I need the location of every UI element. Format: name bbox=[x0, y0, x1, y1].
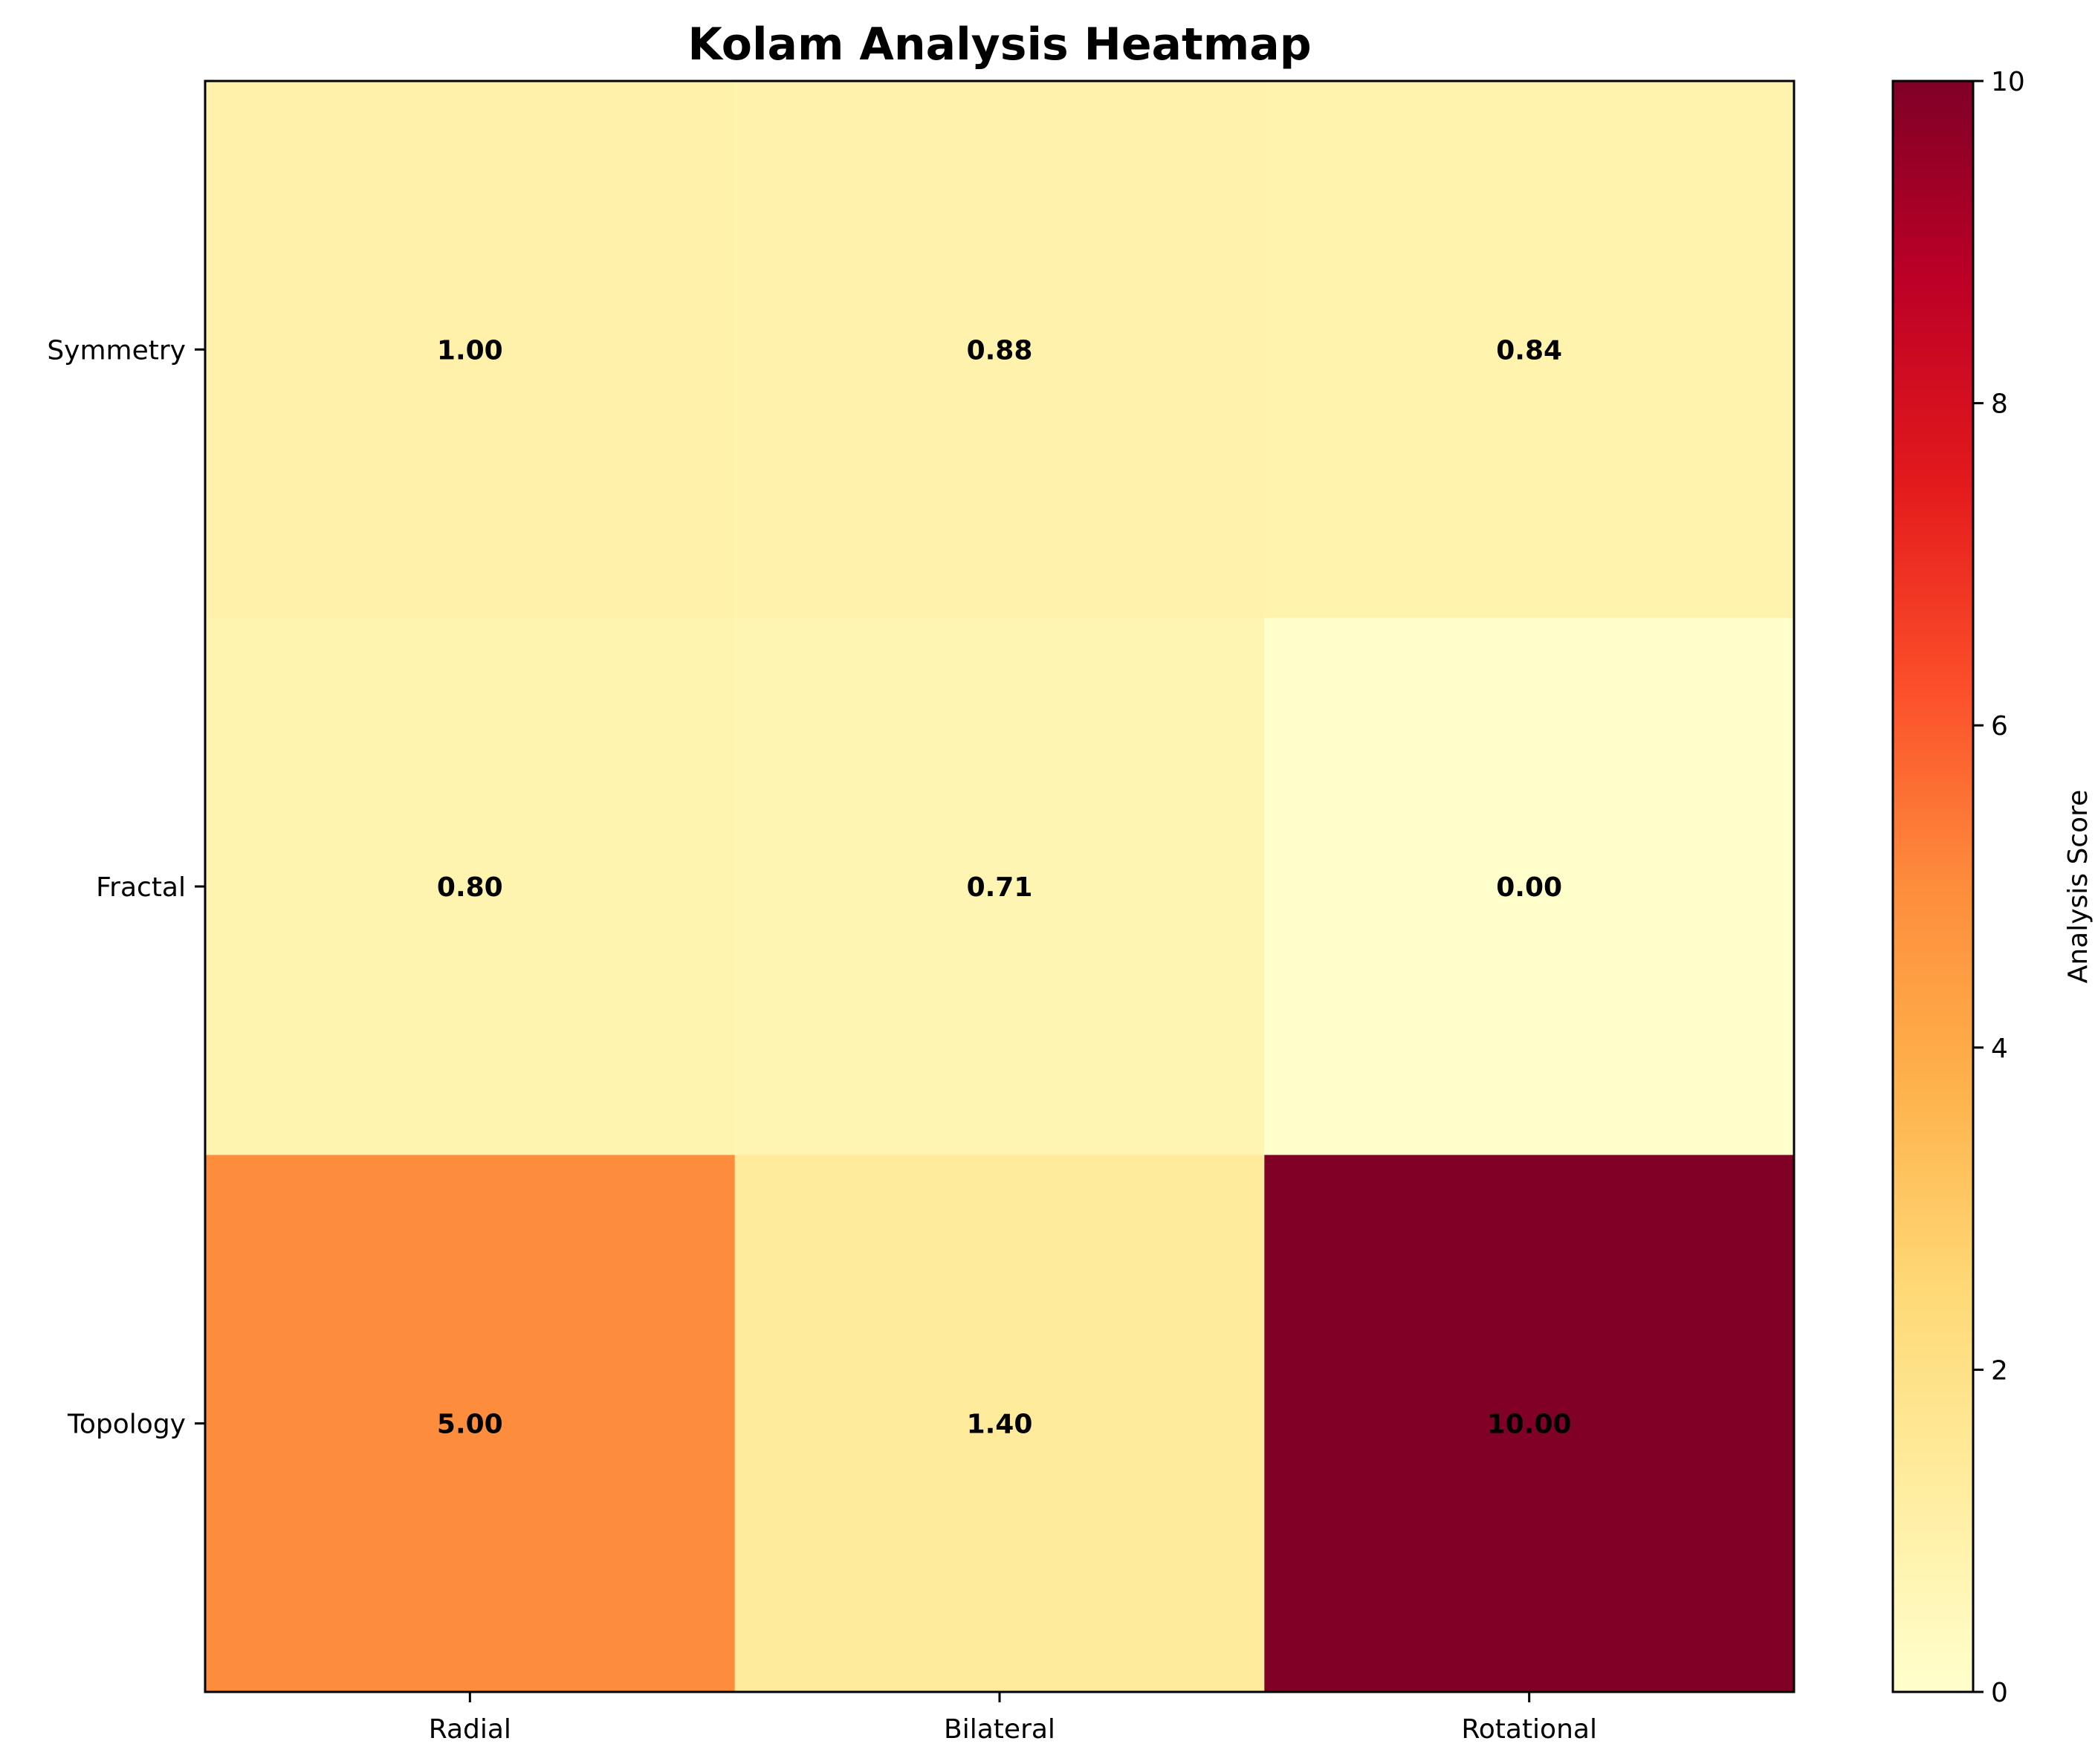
heatmap-cell bbox=[1264, 81, 1795, 619]
colorbar-tick-label: 4 bbox=[1991, 1034, 2008, 1064]
cell-value-label: 1.40 bbox=[967, 1410, 1033, 1440]
heatmap-cell bbox=[734, 617, 1265, 1155]
colorbar-tick-label: 8 bbox=[1991, 389, 2008, 420]
colorbar-frame bbox=[1891, 80, 1975, 1693]
heatmap-cell bbox=[1264, 1155, 1795, 1693]
heatmap-cell bbox=[205, 1155, 736, 1693]
colorbar-label: Analysis Score bbox=[2063, 790, 2094, 984]
cell-value-label: 10.00 bbox=[1487, 1410, 1572, 1440]
colorbar-ticks: 0 2 4 6 8 10 bbox=[1973, 67, 2025, 1708]
x-tick-label: Bilateral bbox=[944, 1714, 1055, 1745]
cell-value-label: 0.84 bbox=[1496, 335, 1562, 366]
colorbar: 0 2 4 6 8 10 Analysis Score bbox=[1891, 67, 2094, 1708]
heatmap-cell bbox=[734, 1155, 1265, 1693]
colorbar-tick-label: 10 bbox=[1991, 67, 2025, 97]
y-axis: Symmetry Fractal Topology bbox=[47, 335, 205, 1440]
colorbar-gradient bbox=[1893, 81, 1973, 1692]
x-tick-label: Rotational bbox=[1461, 1714, 1597, 1745]
x-tick-label: Radial bbox=[429, 1714, 511, 1745]
cell-value-label: 0.00 bbox=[1496, 872, 1562, 903]
heatmap-cell bbox=[205, 81, 736, 619]
x-axis: Radial Bilateral Rotational bbox=[429, 1692, 1597, 1745]
colorbar-tick-label: 2 bbox=[1991, 1355, 2008, 1386]
plot-frame bbox=[204, 80, 1796, 1693]
chart-title: Kolam Analysis Heatmap bbox=[687, 19, 1311, 71]
heatmap-cell bbox=[1264, 617, 1795, 1155]
cell-value-label: 0.80 bbox=[437, 872, 503, 903]
heatmap-cell-labels: 1.00 0.88 0.84 0.80 0.71 0.00 5.00 1.40 10.00 bbox=[437, 335, 1572, 1439]
y-tick-label: Fractal bbox=[96, 872, 186, 903]
heatmap-cell bbox=[205, 617, 736, 1155]
heatmap-cell bbox=[734, 81, 1265, 619]
colorbar-tick-label: 6 bbox=[1991, 711, 2008, 742]
cell-value-label: 0.71 bbox=[967, 872, 1033, 903]
cell-value-label: 5.00 bbox=[437, 1410, 503, 1440]
y-tick-label: Symmetry bbox=[47, 335, 186, 366]
y-tick-label: Topology bbox=[67, 1410, 186, 1440]
cell-value-label: 1.00 bbox=[437, 335, 503, 366]
cell-value-label: 0.88 bbox=[967, 335, 1033, 366]
heatmap-cells bbox=[205, 81, 1795, 1693]
colorbar-tick-label: 0 bbox=[1991, 1678, 2008, 1708]
